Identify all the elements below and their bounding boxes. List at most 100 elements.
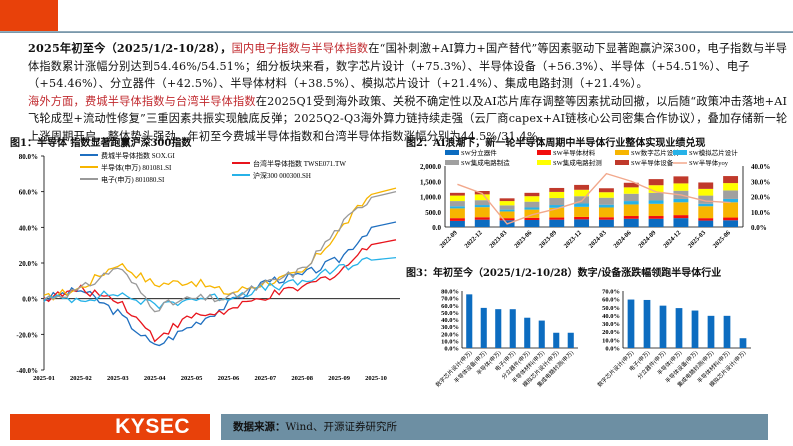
svg-text:70.0%: 70.0%	[602, 289, 620, 296]
fig2-title: 图2：AI浪潮下，新一轮半导体周期中半导体行业整体实现业绩兑现	[406, 138, 706, 149]
svg-text:10.0%: 10.0%	[751, 209, 770, 217]
stacked-segment	[673, 176, 689, 184]
legend-label: 费城半导体指数 SOX.GI	[101, 151, 176, 160]
x-tick-label: 2025-10	[365, 375, 387, 382]
stacked-segment	[524, 209, 540, 218]
svg-text:60.0%: 60.0%	[441, 303, 459, 310]
stacked-segment	[648, 216, 664, 219]
stacked-segment	[574, 203, 590, 207]
x-tick-label: 2024-06	[612, 229, 633, 250]
stacked-segment	[698, 188, 714, 196]
stacked-segment	[474, 191, 490, 195]
stacked-segment	[574, 196, 590, 204]
stacked-segment	[723, 183, 739, 191]
bar	[538, 320, 545, 348]
stacked-segment	[549, 187, 565, 192]
stacked-segment	[598, 197, 614, 205]
x-tick-label: 2025-05	[181, 375, 203, 382]
stacked-segment	[474, 217, 490, 220]
bar	[509, 309, 516, 348]
bar	[627, 299, 635, 348]
svg-text:2,000.0: 2,000.0	[420, 163, 442, 171]
stacked-segment	[698, 220, 714, 227]
overseas-body: 在2025Q1受到海外政策、关税不确定性以及AI芯片库存调整等因素扰动回撤，以后…	[28, 94, 788, 143]
stacked-segment	[673, 202, 689, 216]
stacked-segment	[698, 218, 714, 221]
summary-paragraph-1: 2025年初至今（2025/1/2-10/28），国内电子指数与半导体指数在“国…	[28, 40, 788, 93]
source-label: 数据来源：	[233, 421, 286, 433]
y-tick-label: 40.0%	[19, 224, 38, 232]
x-tick-label: 2024-12	[662, 229, 682, 249]
stacked-segment	[499, 198, 515, 202]
stacked-segment	[574, 189, 590, 197]
x-tick-label: 2025-06	[218, 375, 240, 382]
stacked-segment	[598, 217, 614, 220]
stacked-segment	[598, 192, 614, 198]
stacked-segment	[474, 205, 490, 208]
x-tick-label: 2025-03	[687, 229, 708, 250]
bar	[567, 332, 574, 348]
stacked-segment	[499, 201, 515, 206]
header-rule	[0, 31, 793, 33]
stacked-segment	[623, 201, 639, 205]
x-tick-label: 2025-07	[255, 375, 277, 382]
bar	[723, 315, 731, 348]
legend-label: SW数字芯片设计	[631, 148, 680, 157]
overseas-highlight: 费城半导体指数与台湾半导体指数	[84, 94, 256, 108]
stacked-segment	[598, 207, 614, 218]
stacked-segment	[623, 182, 639, 188]
bar	[495, 309, 502, 348]
overseas-lead: 海外方面，	[28, 94, 85, 108]
yoy-line	[457, 172, 731, 225]
legend-label: 台湾半导体指数 TWSE071.TW	[253, 159, 346, 168]
stacked-segment	[723, 202, 739, 218]
legend-label: SW半导体设备	[631, 158, 674, 167]
fig1-line-chart: 80.0%60.0%40.0%20.0%0.0%-20.0%-40.0%2025…	[16, 151, 400, 382]
x-tick-label: 2024-09	[637, 229, 658, 250]
stacked-segment	[598, 188, 614, 193]
stacked-segment	[549, 198, 565, 206]
svg-text:30.0%: 30.0%	[602, 321, 620, 328]
stacked-segment	[474, 219, 490, 227]
svg-text:50.0%: 50.0%	[602, 305, 620, 312]
bar	[466, 294, 473, 348]
stacked-segment	[723, 190, 739, 199]
fig3-title: 图3：年初至今（2025/1/2-10/28）数字/设备涨跌幅领跑半导体行业	[406, 268, 722, 279]
svg-text:0.0%: 0.0%	[751, 224, 767, 232]
bar	[553, 332, 560, 348]
stacked-segment	[499, 205, 515, 210]
legend-label: 电子(申万) 801080.SI	[101, 175, 165, 184]
stacked-segment	[673, 215, 689, 219]
x-tick-label: 2025-01	[33, 375, 55, 382]
bar	[707, 315, 715, 348]
y-tick-label: -40.0%	[16, 367, 38, 375]
stacked-segment	[598, 204, 614, 208]
stacked-segment	[549, 217, 565, 220]
stacked-segment	[723, 220, 739, 227]
stacked-segment	[623, 187, 639, 194]
stacked-segment	[723, 198, 739, 203]
stacked-segment	[524, 196, 540, 202]
fig1-title: 图1：半导体 指数显著跑赢沪深300指数	[10, 138, 192, 149]
svg-text:60.0%: 60.0%	[602, 297, 620, 304]
x-tick-label: 2023-03	[488, 229, 509, 250]
series-line	[43, 221, 397, 347]
stacked-segment	[623, 204, 639, 217]
stacked-segment	[549, 191, 565, 199]
stacked-segment	[673, 183, 689, 191]
stacked-segment	[499, 211, 515, 219]
bar	[643, 299, 651, 348]
summary-text: 2025年初至今（2025/1/2-10/28），国内电子指数与半导体指数在“国…	[28, 40, 788, 146]
stacked-segment	[673, 218, 689, 227]
svg-text:40.0%: 40.0%	[602, 313, 620, 320]
y-tick-label: 60.0%	[19, 189, 38, 197]
svg-text:20.0%: 20.0%	[602, 329, 620, 336]
svg-text:10.0%: 10.0%	[602, 337, 620, 344]
stacked-segment	[698, 195, 714, 204]
domestic-highlight: 国内电子指数与半导体指数	[231, 42, 369, 55]
svg-text:30.0%: 30.0%	[441, 324, 459, 331]
domestic-body: 在“国补刺激+AI算力+国产替代”等因素驱动下显著跑赢沪深300，电子指数与半导…	[28, 42, 788, 91]
stacked-segment	[598, 219, 614, 227]
fig3a-bar-chart: 80.0%70.0%60.0%50.0%40.0%30.0%20.0%10.0%…	[434, 289, 578, 389]
x-tick-label: 2024-03	[588, 229, 609, 250]
